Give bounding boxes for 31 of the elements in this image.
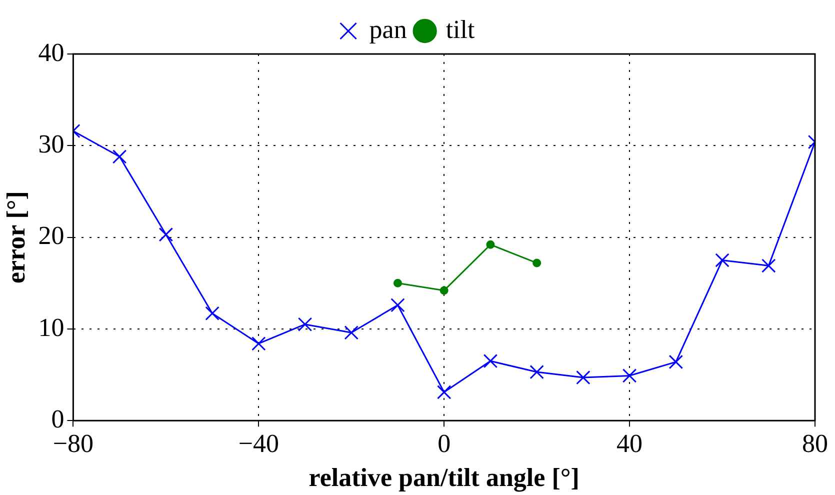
point — [668, 354, 684, 370]
point — [252, 336, 266, 351]
point — [622, 368, 637, 383]
point — [390, 298, 405, 312]
x-axis-title: relative pan/tilt angle [°] — [308, 463, 580, 492]
x-tick-label: 0 — [438, 429, 451, 458]
x-tick-label: 80 — [802, 429, 828, 458]
y-tick-label: 40 — [38, 38, 64, 67]
y-tick-label: 10 — [38, 312, 64, 342]
y-tick-label: 20 — [38, 221, 64, 250]
point — [532, 258, 542, 268]
point — [483, 354, 498, 368]
point — [393, 278, 402, 288]
point — [530, 364, 544, 380]
point — [440, 286, 448, 295]
x-tick-label: 40 — [616, 429, 643, 458]
point — [715, 253, 730, 268]
point — [112, 150, 127, 164]
point — [486, 240, 495, 249]
y-tick-label: 30 — [38, 129, 64, 158]
point — [436, 385, 452, 400]
point — [298, 317, 312, 332]
y-axis-title: error [°] — [1, 191, 30, 284]
legend-label: tilt — [446, 14, 476, 44]
point — [762, 258, 776, 273]
legend-label: pan — [369, 14, 407, 44]
point — [344, 326, 358, 340]
x-tick-label: −40 — [238, 429, 279, 458]
point — [158, 227, 174, 242]
point — [576, 370, 590, 385]
point — [205, 306, 220, 320]
